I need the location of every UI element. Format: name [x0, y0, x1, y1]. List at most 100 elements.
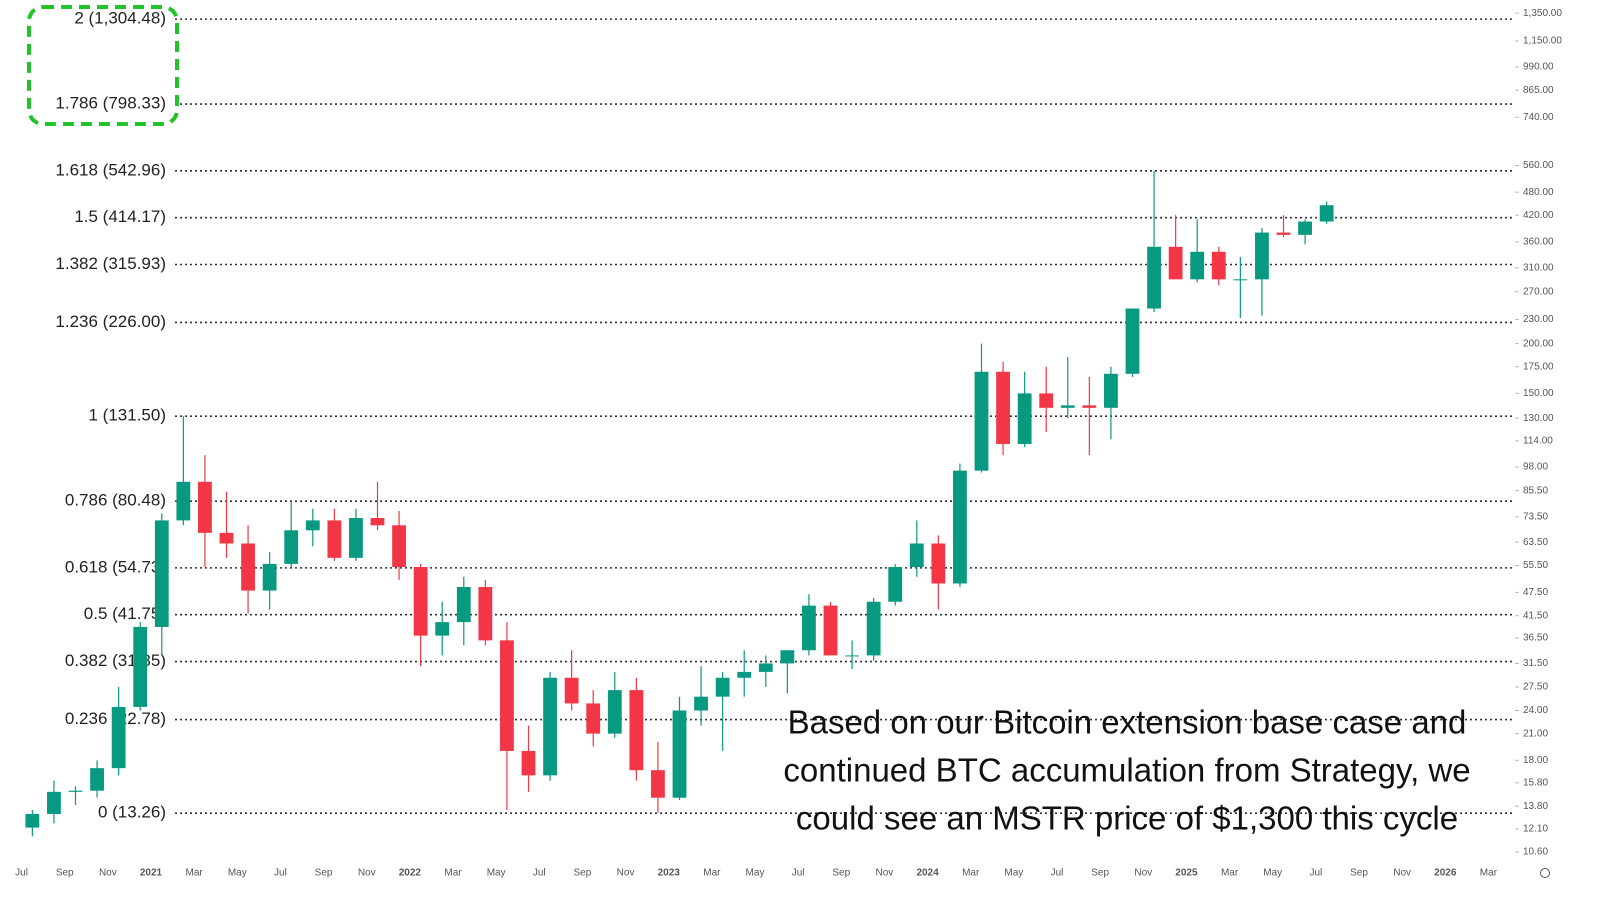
candle-body [1060, 405, 1075, 408]
fib-label: 0 (13.26) [98, 803, 166, 822]
x-tick-label: Sep [574, 868, 592, 879]
candle-body [888, 567, 903, 602]
y-tick-label: 55.50 [1523, 560, 1548, 571]
candle-body [1190, 251, 1205, 280]
fib-label: 1.382 (315.93) [55, 254, 166, 273]
x-tick-label: Mar [1480, 868, 1498, 879]
candle-body [219, 532, 234, 544]
candle-body [413, 567, 428, 636]
x-tick-label: Mar [186, 868, 204, 879]
x-tick-label: 2025 [1175, 868, 1198, 879]
candle-body [1211, 251, 1226, 280]
annotation: Based on our Bitcoin extension base case… [783, 704, 1470, 837]
y-tick-label: 200.00 [1523, 338, 1554, 349]
x-tick-label: Mar [444, 868, 462, 879]
candle-body [521, 750, 536, 776]
x-tick-label: Mar [1221, 868, 1239, 879]
annotation-line: could see an MSTR price of $1,300 this c… [796, 800, 1458, 837]
candle-body [543, 677, 557, 776]
fib-label: 2 (1,304.48) [74, 9, 166, 28]
y-tick-label: 10.60 [1523, 847, 1548, 858]
x-tick-label: Nov [1134, 868, 1152, 879]
candle-body [1082, 405, 1097, 408]
fib-label: 1.618 (542.96) [55, 160, 166, 179]
x-tick-label: Nov [617, 868, 635, 879]
candle-body [456, 587, 471, 623]
y-tick-label: 150.00 [1523, 388, 1554, 399]
candle-body [284, 530, 299, 564]
y-tick-label: 41.50 [1523, 610, 1548, 621]
x-tick-label: May [228, 868, 247, 879]
candle-body [1039, 393, 1054, 408]
candle-body [1233, 279, 1248, 281]
candle-body [241, 543, 255, 591]
candle-body [111, 706, 126, 769]
candle-body [802, 605, 816, 651]
candle-body [349, 518, 363, 558]
candle-body [154, 520, 169, 627]
candle-body [176, 481, 191, 521]
x-tick-label: May [1263, 868, 1282, 879]
candle-body [586, 703, 601, 734]
x-tick-label: Sep [56, 868, 74, 879]
candle-body [1147, 246, 1161, 309]
y-tick-label: 310.00 [1523, 262, 1554, 273]
candles [25, 170, 1334, 837]
x-tick-label: Sep [1350, 868, 1368, 879]
candle-body [198, 481, 212, 533]
candle-body [1017, 393, 1032, 444]
candle-body [564, 677, 579, 704]
x-tick-label: Mar [962, 868, 980, 879]
x-tick-label: May [746, 868, 765, 879]
x-tick-label: Nov [99, 868, 117, 879]
x-tick-label: Mar [703, 868, 721, 879]
fib-label: 1.5 (414.17) [74, 207, 166, 226]
x-tick-label: Nov [1393, 868, 1411, 879]
candle-body [478, 587, 493, 641]
x-tick-label: May [487, 868, 506, 879]
y-tick-label: 47.50 [1523, 587, 1548, 598]
candle-body [737, 671, 752, 678]
x-tick-label: Jul [1051, 868, 1064, 879]
settings-icon[interactable] [1540, 868, 1550, 878]
y-tick-label: 27.50 [1523, 682, 1548, 693]
candle-body [974, 371, 989, 471]
x-tick-label: Nov [358, 868, 376, 879]
candle-body [1104, 373, 1118, 408]
y-tick-label: 18.00 [1523, 755, 1548, 766]
y-tick-label: 98.00 [1523, 462, 1548, 473]
candle-body [629, 690, 644, 771]
fib-label: 0.618 (54.73) [65, 557, 166, 576]
candle-body [392, 525, 406, 568]
y-tick-label: 480.00 [1523, 187, 1554, 198]
candle-body [68, 790, 83, 792]
y-tick-label: 230.00 [1523, 314, 1554, 325]
candle-body [435, 622, 450, 636]
y-tick-label: 130.00 [1523, 413, 1554, 424]
y-tick-label: 175.00 [1523, 361, 1554, 372]
y-tick-label: 360.00 [1523, 237, 1554, 248]
fib-label: 0.382 (31.85) [65, 651, 166, 670]
fib-label: 1.786 (798.33) [55, 94, 166, 113]
y-tick-label: 420.00 [1523, 210, 1554, 221]
x-tick-label: Nov [876, 868, 894, 879]
y-tick-label: 114.00 [1523, 436, 1553, 447]
annotation-line: Based on our Bitcoin extension base case… [788, 704, 1467, 741]
x-tick-label: 2022 [399, 868, 422, 879]
candle-body [1319, 205, 1334, 222]
candle-body [500, 640, 514, 751]
candle-body [672, 710, 687, 798]
y-tick-label: 560.00 [1523, 160, 1554, 171]
y-tick-label: 1,350.00 [1523, 8, 1562, 19]
y-tick-label: 12.10 [1523, 824, 1548, 835]
fib-levels: 2 (1,304.48) 1.786 (798.33) 1.618 (542.96)… [55, 9, 1515, 822]
y-tick-label: 270.00 [1523, 286, 1554, 297]
candle-body [845, 655, 859, 657]
candle-body [327, 520, 342, 558]
candle-body [607, 690, 622, 734]
candle-body [694, 696, 708, 711]
x-tick-label: 2024 [916, 868, 939, 879]
candle-body [931, 543, 946, 584]
candle-body [370, 518, 385, 526]
